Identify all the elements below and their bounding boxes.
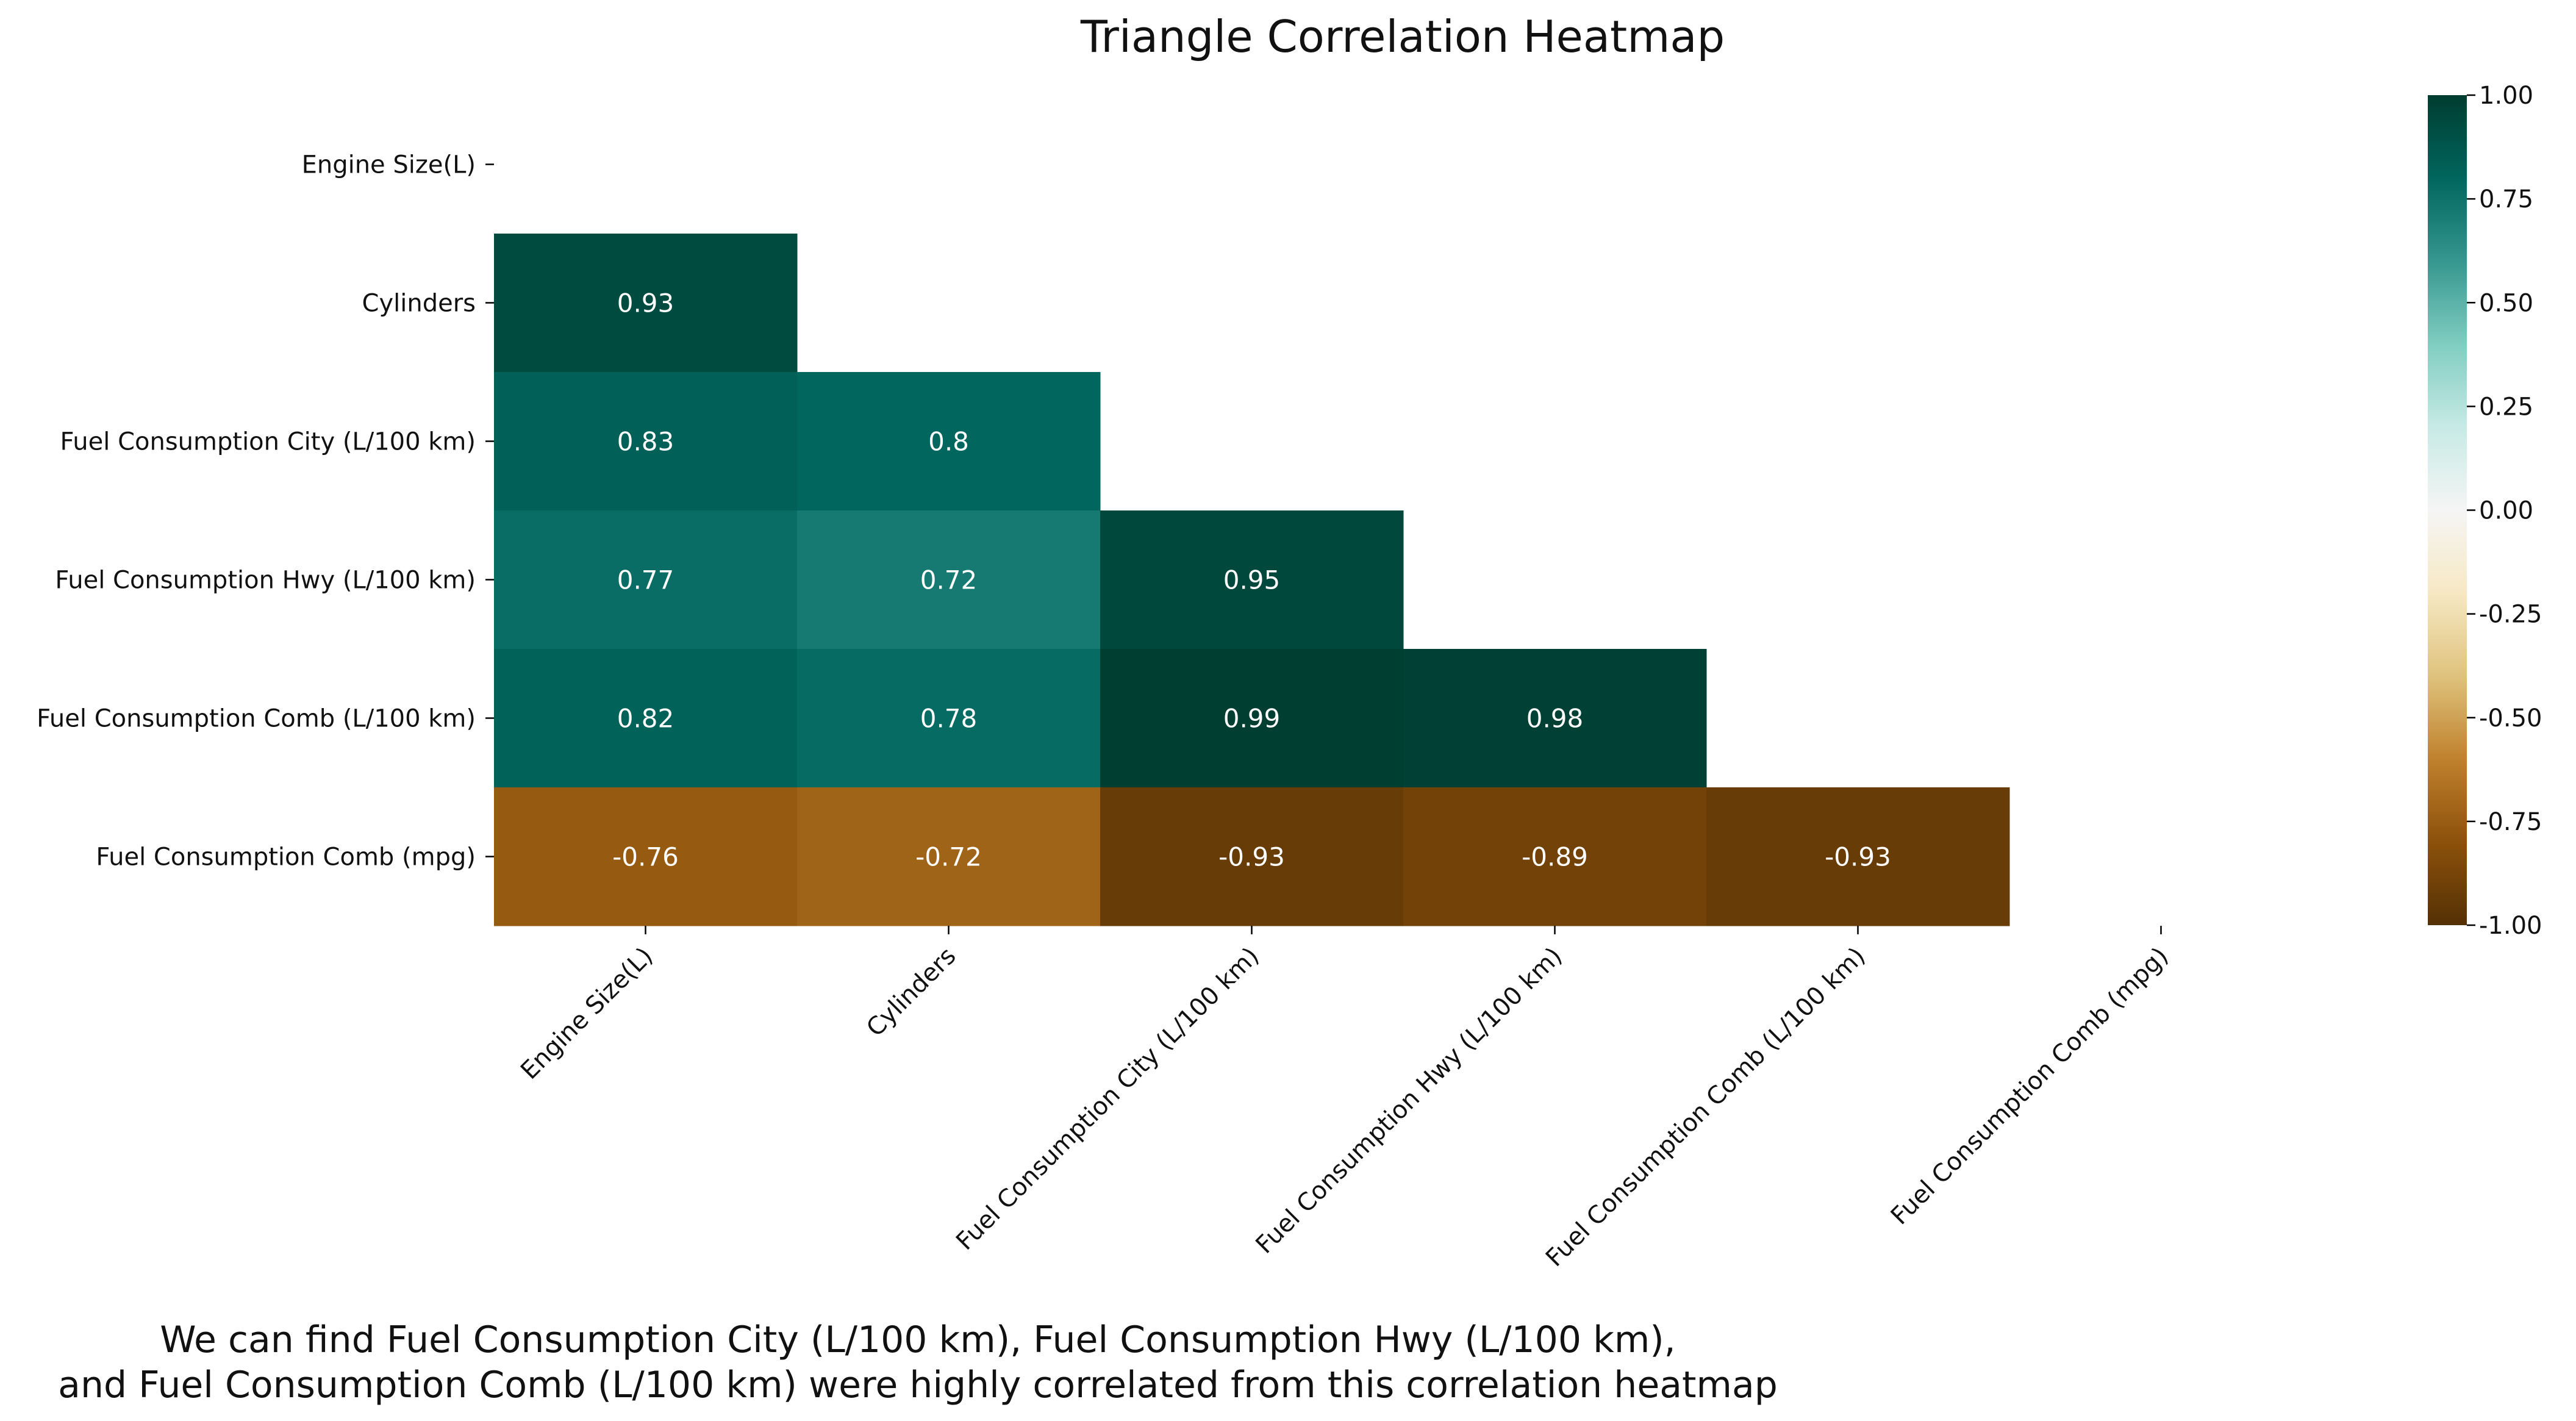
heatmap-cell-r2-c1: [797, 372, 1101, 511]
cell-value-r3-c0: 0.77: [617, 565, 674, 595]
heatmap-cell-r1-c0: [494, 234, 798, 373]
colorbar-tick-label-1: 0.75: [2479, 185, 2533, 213]
caption-line-2: and Fuel Consumption Comb (L/100 km) wer…: [58, 1364, 1778, 1406]
x-tick-label-1: Cylinders: [861, 942, 961, 1042]
cell-value-r2-c0: 0.83: [617, 427, 674, 457]
cell-value-r5-c0: -0.76: [612, 842, 679, 872]
colorbar-tick-label-4: 0.00: [2479, 497, 2533, 525]
heatmap-cell-r3-c2: [1100, 510, 1404, 650]
heatmap-cell-r2-c0: [494, 372, 798, 511]
colorbar: [2428, 95, 2467, 925]
cell-value-r1-c0: 0.93: [617, 288, 674, 318]
cell-value-r5-c2: -0.93: [1218, 842, 1285, 872]
x-tick-label-3: Fuel Consumption Hwy (L/100 km): [1250, 942, 1567, 1259]
heatmap-cell-r5-c4: [1706, 787, 2010, 926]
cell-value-r4-c2: 0.99: [1223, 704, 1281, 734]
heatmap-cell-r3-c1: [797, 510, 1101, 650]
heatmap-cell-r5-c1: [797, 787, 1101, 926]
cell-value-r3-c1: 0.72: [920, 565, 978, 595]
colorbar-tick-label-3: 0.25: [2479, 393, 2533, 421]
caption-line-1: We can find Fuel Consumption City (L/100…: [160, 1319, 1676, 1361]
x-tick-label-0: Engine Size(L): [515, 942, 658, 1085]
cell-value-r4-c0: 0.82: [617, 704, 674, 734]
y-tick-label-1: Cylinders: [362, 290, 476, 318]
cell-value-r4-c1: 0.78: [920, 704, 978, 734]
colorbar-tick-label-6: -0.50: [2479, 704, 2542, 732]
colorbar-tick-label-7: -0.75: [2479, 808, 2542, 836]
heatmap-cell-r5-c2: [1100, 787, 1404, 926]
cell-value-r5-c1: -0.72: [915, 842, 982, 872]
y-tick-label-4: Fuel Consumption Comb (L/100 km): [37, 705, 476, 733]
x-tick-label-2: Fuel Consumption City (L/100 km): [951, 942, 1264, 1256]
y-tick-label-5: Fuel Consumption Comb (mpg): [96, 843, 476, 872]
heatmap-cell-r5-c3: [1403, 787, 1707, 926]
chart-title: Triangle Correlation Heatmap: [1080, 11, 1725, 62]
colorbar-tick-label-0: 1.00: [2479, 82, 2533, 110]
y-tick-label-0: Engine Size(L): [302, 151, 476, 179]
heatmap-cell-r4-c1: [797, 649, 1101, 788]
cell-value-r5-c3: -0.89: [1522, 842, 1588, 872]
x-tick-label-4: Fuel Consumption Comb (L/100 km): [1540, 942, 1871, 1273]
colorbar-tick-label-5: -0.25: [2479, 601, 2542, 629]
y-tick-label-2: Fuel Consumption City (L/100 km): [60, 428, 476, 456]
y-tick-label-3: Fuel Consumption Hwy (L/100 km): [55, 567, 476, 595]
cell-value-r5-c4: -0.93: [1825, 842, 1891, 872]
colorbar-tick-label-2: 0.50: [2479, 289, 2533, 317]
heatmap-cell-r5-c0: [494, 787, 798, 926]
x-tick-label-5: Fuel Consumption Comb (mpg): [1886, 942, 2174, 1231]
heatmap-cell-r4-c0: [494, 649, 798, 788]
heatmap-cell-r3-c0: [494, 510, 798, 650]
colorbar-tick-label-8: -1.00: [2479, 912, 2542, 940]
cell-value-r2-c1: 0.8: [928, 427, 969, 457]
cell-value-r3-c2: 0.95: [1223, 565, 1281, 595]
heatmap-cell-r4-c2: [1100, 649, 1404, 788]
cell-value-r4-c3: 0.98: [1526, 704, 1584, 734]
heatmap-cell-r4-c3: [1403, 649, 1707, 788]
